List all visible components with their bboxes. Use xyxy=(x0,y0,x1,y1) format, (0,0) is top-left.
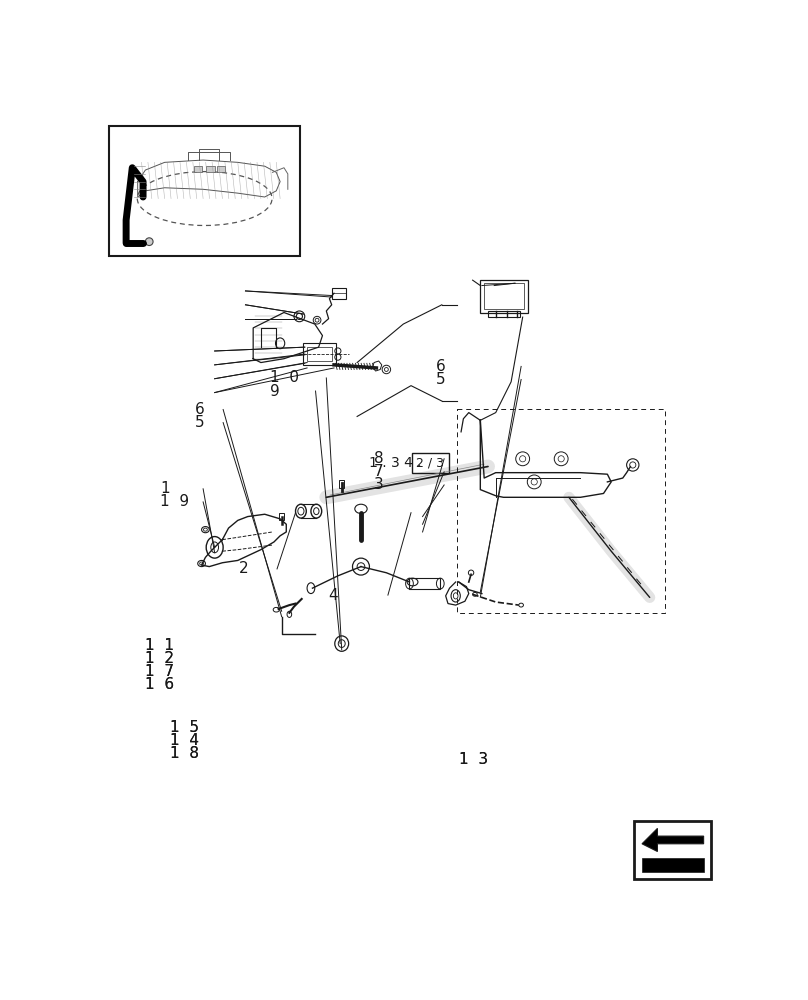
Text: 3: 3 xyxy=(373,477,384,492)
Text: 1  3: 1 3 xyxy=(459,752,488,767)
Text: 5: 5 xyxy=(195,415,204,430)
Bar xyxy=(339,480,344,488)
Bar xyxy=(280,513,284,520)
Text: 1  9: 1 9 xyxy=(160,494,189,509)
Bar xyxy=(488,311,520,317)
Text: 1  8: 1 8 xyxy=(170,746,200,761)
Text: 6: 6 xyxy=(436,359,446,374)
Text: 1  7: 1 7 xyxy=(145,664,175,679)
Bar xyxy=(194,166,202,172)
Bar xyxy=(411,453,448,473)
Text: 1  8: 1 8 xyxy=(170,746,200,761)
Text: 1  7: 1 7 xyxy=(145,664,175,679)
Ellipse shape xyxy=(296,504,306,518)
Text: 1  1: 1 1 xyxy=(145,638,175,653)
Ellipse shape xyxy=(352,558,369,575)
Bar xyxy=(217,166,225,172)
Text: 1  6: 1 6 xyxy=(145,677,175,692)
Text: 4: 4 xyxy=(328,588,338,603)
Polygon shape xyxy=(642,828,704,852)
Text: 1  1: 1 1 xyxy=(145,638,175,653)
Text: 1  2: 1 2 xyxy=(145,651,175,666)
Text: 6: 6 xyxy=(195,402,205,417)
Text: 1  4: 1 4 xyxy=(170,733,200,748)
Text: 7: 7 xyxy=(373,464,383,479)
Text: 1  3: 1 3 xyxy=(459,752,488,767)
Bar xyxy=(307,347,332,361)
Bar xyxy=(634,821,711,879)
Text: 2: 2 xyxy=(238,561,248,576)
Bar xyxy=(109,126,300,256)
Text: 5: 5 xyxy=(436,372,445,387)
Ellipse shape xyxy=(311,504,322,518)
Text: 1  5: 1 5 xyxy=(170,720,200,735)
Bar xyxy=(206,166,215,172)
Text: 8: 8 xyxy=(373,451,383,466)
Text: 9: 9 xyxy=(270,384,280,399)
Text: 1  0: 1 0 xyxy=(270,370,299,385)
Text: 2 / 3: 2 / 3 xyxy=(416,457,444,470)
Ellipse shape xyxy=(145,238,153,246)
Text: 1  4: 1 4 xyxy=(170,733,200,748)
Bar xyxy=(303,343,335,365)
Bar xyxy=(410,578,440,589)
Bar xyxy=(484,283,524,309)
Text: 1  2: 1 2 xyxy=(145,651,175,666)
Bar xyxy=(332,288,347,299)
Ellipse shape xyxy=(206,537,223,558)
Bar xyxy=(642,858,704,872)
Bar xyxy=(480,280,528,312)
Text: 1: 1 xyxy=(160,481,170,496)
Text: 1 . 3 4 .: 1 . 3 4 . xyxy=(369,456,422,470)
Text: 1  6: 1 6 xyxy=(145,677,175,692)
Text: 1  5: 1 5 xyxy=(170,720,200,735)
